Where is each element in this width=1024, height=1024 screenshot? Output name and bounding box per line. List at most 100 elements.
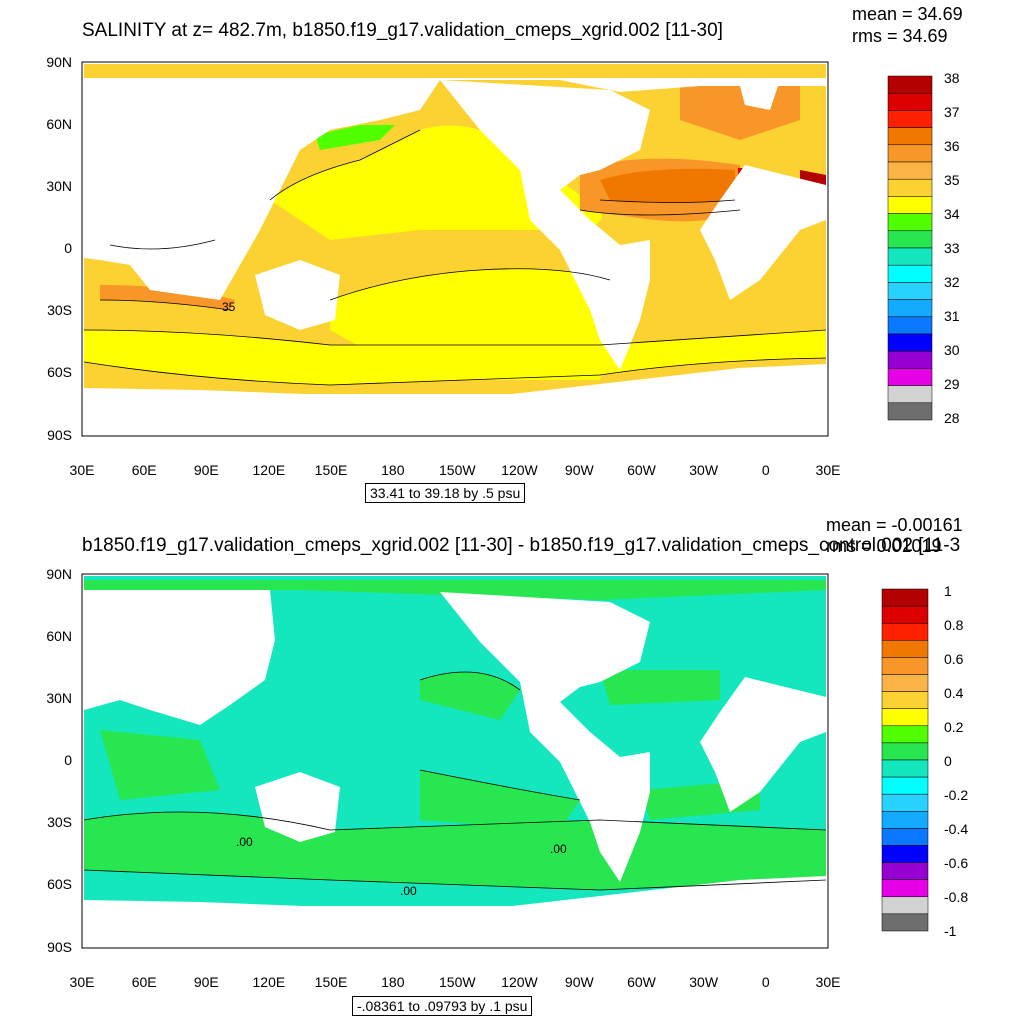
panel1-colorbar [887, 75, 933, 421]
colorbar-swatch [887, 385, 933, 404]
panel1-title: SALINITY at z= 482.7m, b1850.f19_g17.val… [82, 20, 723, 41]
colorbar-label: -0.6 [944, 855, 969, 871]
colorbar-label: 29 [944, 376, 960, 392]
colorbar-label: 32 [944, 274, 960, 290]
panel2-lat-label: 30S [47, 814, 72, 830]
colorbar-label: 0.4 [944, 685, 964, 701]
colorbar-swatch [881, 725, 929, 744]
panel2-colorbar [881, 588, 929, 932]
lon-label: 0 [761, 974, 770, 990]
colorbar-swatch [881, 605, 929, 624]
colorbar-swatch [887, 230, 933, 249]
colorbar-swatch [887, 144, 933, 163]
panel2-lat-label: 90S [47, 939, 72, 955]
lon-label: 150W [439, 462, 476, 478]
panel1-contour-label: 35 [222, 300, 236, 314]
lon-label: 150E [314, 462, 348, 478]
panel2-contour-label: .00 [550, 842, 567, 856]
lon-label: 60W [627, 974, 656, 990]
colorbar-label: 0.6 [944, 651, 964, 667]
colorbar-swatch [887, 110, 933, 128]
lon-label: 90W [564, 974, 594, 990]
colorbar-label: 0 [944, 753, 952, 769]
panel1-rms: rms = 34.69 [852, 26, 948, 46]
colorbar-swatch [881, 862, 929, 880]
lon-label: 30E [815, 462, 841, 478]
lon-label: 30E [815, 974, 841, 990]
panel1-lat-label: 60S [47, 364, 72, 380]
lon-label: 60E [131, 974, 157, 990]
colorbar-swatch [887, 282, 933, 300]
colorbar-label: 33 [944, 240, 960, 256]
colorbar-label: -0.2 [944, 787, 969, 803]
colorbar-label: 37 [944, 104, 960, 120]
colorbar-label: -0.4 [944, 821, 969, 837]
lon-label: 90E [193, 974, 219, 990]
colorbar-label: 1 [944, 583, 952, 599]
colorbar-swatch [881, 811, 929, 829]
colorbar-label: 28 [944, 410, 960, 426]
colorbar-swatch [881, 793, 929, 812]
colorbar-swatch [887, 161, 933, 180]
lon-label: 90E [193, 462, 219, 478]
colorbar-swatch [881, 896, 929, 915]
lon-label: 120W [501, 974, 538, 990]
colorbar-swatch [881, 622, 929, 641]
lon-label: 30E [69, 462, 95, 478]
lon-label: 60E [131, 462, 157, 478]
colorbar-swatch [887, 213, 933, 232]
colorbar-swatch [887, 178, 933, 197]
colorbar-swatch [881, 674, 929, 692]
panel1-mean: mean = 34.69 [852, 4, 963, 24]
lon-label: 30W [689, 462, 719, 478]
panel1-lat-label: 0 [64, 240, 72, 256]
panel2-lat-label: 30N [46, 690, 72, 706]
colorbar-swatch [887, 196, 933, 214]
lon-label: 30W [689, 974, 719, 990]
colorbar-label: 0.8 [944, 617, 964, 633]
colorbar-label: 38 [944, 70, 960, 86]
colorbar-swatch [887, 402, 933, 421]
colorbar-swatch [881, 588, 929, 607]
lon-label: 120W [501, 462, 538, 478]
panel2-contour-label: .00 [400, 884, 417, 898]
colorbar-swatch [881, 913, 929, 932]
panel2-range-box: -.08361 to .09793 by .1 psu [352, 996, 533, 1016]
colorbar-label: 36 [944, 138, 960, 154]
colorbar-swatch [881, 776, 929, 795]
lon-label: 180 [381, 974, 405, 990]
lon-label: 60W [627, 462, 656, 478]
colorbar-swatch [887, 333, 933, 352]
colorbar-swatch [881, 640, 929, 658]
panel2-mean: mean = -0.00161 [826, 515, 963, 535]
panel2-rms: rms = 0.01019 [826, 536, 942, 556]
colorbar-swatch [881, 759, 929, 778]
lon-label: 180 [381, 462, 405, 478]
colorbar-swatch [881, 742, 929, 761]
panel2-lat-label: 60N [46, 628, 72, 644]
colorbar-swatch [881, 708, 929, 727]
panel1-lat-label: 30S [47, 302, 72, 318]
lon-label: 120E [252, 974, 286, 990]
colorbar-swatch [887, 75, 933, 94]
colorbar-label: 35 [944, 172, 960, 188]
colorbar-swatch [887, 299, 933, 318]
panel2-title: b1850.f19_g17.validation_cmeps_xgrid.002… [82, 535, 961, 556]
lon-label: 30E [69, 974, 95, 990]
colorbar-label: -1 [944, 923, 957, 939]
panel2-lat-label: 90N [46, 566, 72, 582]
lon-label: 0 [761, 462, 770, 478]
colorbar-label: 30 [944, 342, 960, 358]
colorbar-label: 31 [944, 308, 960, 324]
colorbar-swatch [881, 879, 929, 898]
colorbar-swatch [887, 264, 933, 283]
colorbar-swatch [887, 92, 933, 111]
colorbar-label: 34 [944, 206, 960, 222]
panel1-map [81, 61, 829, 437]
panel1-lat-label: 60N [46, 116, 72, 132]
colorbar-swatch [881, 828, 929, 846]
panel2-lat-label: 60S [47, 876, 72, 892]
colorbar-label: 0.2 [944, 719, 964, 735]
colorbar-swatch [887, 350, 933, 369]
